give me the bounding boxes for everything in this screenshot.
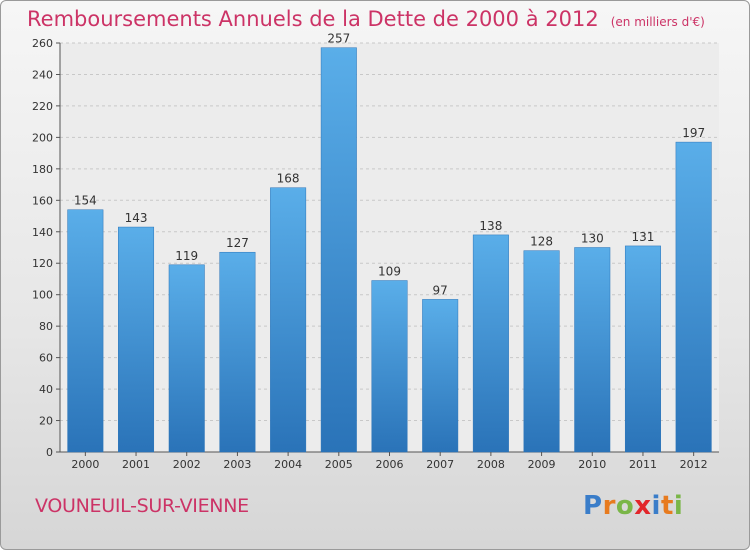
bar	[371, 280, 408, 453]
x-tick-label: 2001	[122, 458, 150, 471]
chart-title-text: Remboursements Annuels de la Dette de 20…	[27, 7, 599, 31]
y-tick-label: 0	[46, 446, 53, 459]
data-label: 128	[530, 235, 553, 249]
data-label: 130	[581, 232, 604, 246]
x-tick-label: 2000	[71, 458, 99, 471]
logo-letter: o	[615, 491, 635, 521]
x-tick-label: 2008	[477, 458, 505, 471]
bar	[270, 187, 307, 453]
y-tick-label: 140	[32, 226, 53, 239]
data-label: 119	[175, 249, 198, 263]
logo-letter: t	[660, 491, 674, 521]
data-label: 127	[226, 236, 249, 250]
chart-title: Remboursements Annuels de la Dette de 20…	[27, 7, 705, 31]
x-tick-label: 2003	[223, 458, 251, 471]
bar	[219, 251, 256, 453]
x-tick-label: 2006	[376, 458, 404, 471]
data-label: 154	[74, 194, 97, 208]
chart-subtitle: (en milliers d'€)	[610, 15, 705, 29]
proxiti-logo: Proxiti	[583, 491, 683, 521]
y-tick-label: 240	[32, 68, 53, 81]
y-tick-label: 60	[39, 352, 53, 365]
data-label: 197	[682, 126, 705, 140]
bar	[624, 245, 661, 453]
bar	[675, 141, 712, 453]
logo-letter: x	[634, 491, 652, 521]
logo-letter: r	[602, 491, 616, 521]
logo-letter: i	[651, 491, 661, 521]
data-label: 143	[125, 211, 148, 225]
bar	[472, 234, 509, 453]
y-tick-label: 100	[32, 289, 53, 302]
x-tick-label: 2005	[325, 458, 353, 471]
bar	[320, 47, 357, 453]
y-tick-label: 20	[39, 415, 53, 428]
data-label: 109	[378, 265, 401, 279]
data-label: 97	[433, 283, 448, 297]
x-tick-label: 2012	[680, 458, 708, 471]
data-label: 168	[277, 172, 300, 186]
y-tick-label: 80	[39, 320, 53, 333]
bar	[422, 299, 459, 453]
y-tick-label: 180	[32, 163, 53, 176]
y-tick-label: 160	[32, 194, 53, 207]
x-tick-label: 2010	[578, 458, 606, 471]
x-tick-label: 2002	[173, 458, 201, 471]
data-label: 131	[632, 230, 655, 244]
logo-letter: P	[583, 491, 603, 521]
bar	[168, 264, 205, 453]
bar	[523, 250, 560, 453]
y-tick-label: 40	[39, 383, 53, 396]
bar	[118, 226, 155, 453]
bar	[67, 209, 104, 453]
y-tick-label: 260	[32, 37, 53, 50]
y-tick-label: 220	[32, 100, 53, 113]
x-tick-label: 2009	[528, 458, 556, 471]
data-label: 138	[479, 219, 502, 233]
city-name: VOUNEUIL-SUR-VIENNE	[35, 495, 249, 517]
data-label: 257	[327, 32, 350, 46]
y-tick-label: 120	[32, 257, 53, 270]
logo-letter: i	[673, 491, 684, 521]
x-tick-label: 2004	[274, 458, 302, 471]
bar	[574, 247, 611, 453]
x-tick-label: 2007	[426, 458, 454, 471]
x-tick-label: 2011	[629, 458, 657, 471]
y-tick-label: 200	[32, 131, 53, 144]
